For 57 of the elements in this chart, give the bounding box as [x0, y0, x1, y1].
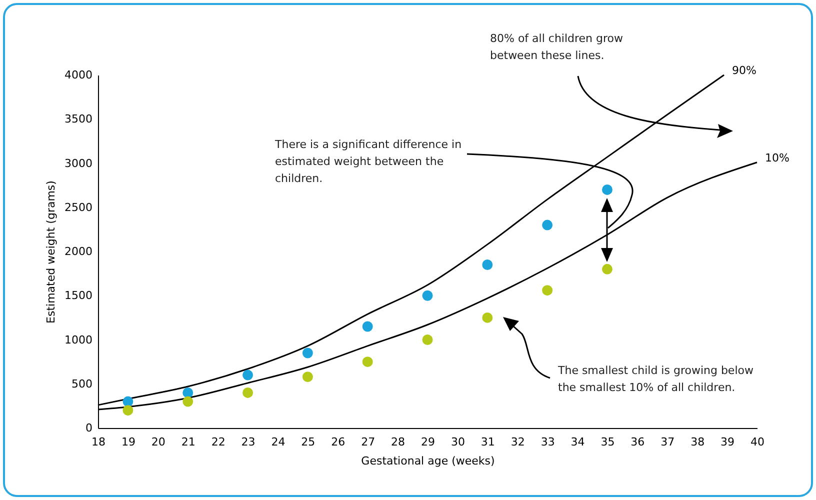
point [422, 334, 433, 345]
y-tick-label: 3000 [64, 156, 92, 170]
x-tick-label: 19 [121, 436, 136, 448]
point [182, 396, 194, 407]
y-tick-label: 0 [86, 422, 92, 434]
point [542, 285, 553, 296]
y-tick-label: 1500 [64, 289, 92, 302]
x-tick-label: 39 [720, 436, 735, 448]
annotation: There is a significant difference in estimated weight between the children. [275, 137, 463, 187]
x-tick-label: 24 [271, 436, 286, 448]
x-tick-label: 18 [92, 436, 106, 448]
x-tick-label: 20 [151, 436, 166, 448]
y-tick-label: 2000 [64, 245, 92, 258]
x-tick-label: 23 [241, 436, 256, 448]
y-tick-label: 2500 [64, 200, 92, 214]
x-tick-label: 21 [181, 436, 196, 448]
point [542, 220, 553, 230]
y-axis-title: Estimated weight (grams) [44, 180, 58, 324]
point [122, 396, 134, 407]
point [602, 264, 612, 274]
x-tick-label: 35 [600, 436, 615, 448]
y-tick-label: 4000 [64, 68, 92, 82]
x-tick-label: 22 [211, 436, 226, 448]
point [602, 184, 612, 195]
point [362, 356, 373, 368]
annotation: The smallest child is growing below the smallest 10% of all children. [558, 363, 754, 396]
x-tick-label: 33 [540, 436, 555, 448]
point [482, 312, 493, 323]
point [362, 321, 373, 332]
x-tick-label: 28 [391, 436, 406, 448]
point [242, 370, 254, 380]
x-tick-label: 36 [630, 436, 645, 448]
x-tick-label: 37 [660, 436, 675, 448]
point [302, 348, 313, 358]
point [122, 405, 134, 416]
x-tick-label: 32 [510, 436, 525, 448]
point [422, 290, 433, 301]
x-tick-label: 30 [450, 436, 465, 448]
x-tick-label: 27 [361, 436, 376, 448]
x-tick-label: 25 [301, 436, 316, 448]
x-tick-label: 31 [480, 436, 495, 448]
y-tick-label: 500 [72, 377, 92, 390]
text: 80% of all children grow between these lines. [490, 31, 624, 64]
x-tick-label: 40 [750, 436, 764, 448]
x-axis-title: Gestational age (weeks) [361, 454, 495, 468]
point [242, 387, 254, 398]
series-label: 90% [732, 64, 757, 77]
series-label: 10% [765, 151, 790, 164]
point [482, 260, 493, 270]
x-tick-label: 38 [690, 436, 705, 448]
point [182, 387, 194, 398]
x-tick-label: 34 [570, 436, 585, 448]
y-tick-label: 1000 [64, 333, 92, 346]
x-tick-label: 26 [331, 436, 346, 448]
point [302, 372, 313, 382]
x-tick-label: 29 [421, 436, 435, 448]
y-tick-label: 3500 [64, 112, 92, 126]
